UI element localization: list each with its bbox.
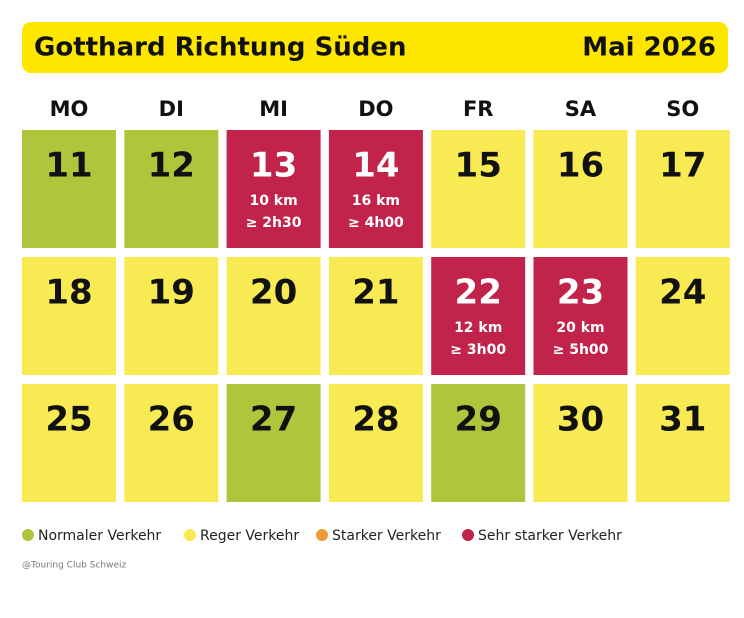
weekday: MI [259, 97, 288, 121]
wait-time: ≥ 4h00 [348, 215, 404, 231]
day-cell [328, 130, 423, 248]
month: Mai 2026 [582, 33, 716, 63]
legend-dot [22, 529, 34, 541]
day-number: 22 [455, 273, 502, 313]
day-number: 23 [557, 273, 604, 313]
legend-dot [462, 529, 474, 541]
day-number: 12 [148, 146, 195, 186]
legend-dot [184, 529, 196, 541]
day-number: 21 [352, 273, 399, 313]
day-number: 26 [148, 400, 195, 440]
weekday: FR [463, 97, 494, 121]
day-number: 15 [455, 146, 502, 186]
day-cell [431, 130, 526, 248]
day-number: 16 [557, 146, 604, 186]
wait-time: ≥ 2h30 [246, 215, 302, 231]
weekday: DO [358, 97, 393, 121]
day-number: 31 [659, 400, 706, 440]
legend-label: Reger Verkehr [200, 528, 299, 544]
day-cell [226, 384, 321, 502]
jam-length: 20 km [556, 320, 604, 336]
title: Gotthard Richtung Süden [34, 33, 407, 63]
day-number: 28 [352, 400, 399, 440]
day-cell [226, 130, 321, 248]
day-cell [22, 384, 116, 502]
jam-length: 10 km [249, 193, 297, 209]
day-number: 29 [455, 400, 502, 440]
day-cell [124, 257, 219, 375]
jam-length: 12 km [454, 320, 502, 336]
legend-label: Sehr starker Verkehr [478, 528, 622, 544]
wait-time: ≥ 3h00 [450, 342, 506, 358]
day-cell [635, 130, 730, 248]
day-cell [22, 257, 116, 375]
day-cell [635, 384, 730, 502]
day-number: 20 [250, 273, 297, 313]
day-cell [635, 257, 730, 375]
day-cell [431, 257, 526, 375]
credit: @Touring Club Schweiz [22, 561, 126, 571]
day-number: 13 [250, 146, 297, 186]
weekday: SA [565, 97, 597, 121]
legend-label: Normaler Verkehr [38, 528, 161, 544]
day-number: 30 [557, 400, 604, 440]
day-cell [226, 257, 321, 375]
day-number: 25 [45, 400, 92, 440]
day-number: 17 [659, 146, 706, 186]
day-number: 27 [250, 400, 297, 440]
day-cell [124, 384, 219, 502]
wait-time: ≥ 5h00 [553, 342, 609, 358]
day-number: 11 [45, 146, 92, 186]
day-cell [533, 384, 628, 502]
day-cell [533, 257, 628, 375]
day-number: 24 [659, 273, 706, 313]
day-cell [328, 257, 423, 375]
day-number: 18 [45, 273, 92, 313]
day-cell [22, 130, 116, 248]
weekday: DI [159, 97, 184, 121]
day-number: 14 [352, 146, 399, 186]
jam-length: 16 km [352, 193, 400, 209]
weekday: SO [666, 97, 699, 121]
day-cell [124, 130, 219, 248]
weekday: MO [50, 97, 89, 121]
legend-label: Starker Verkehr [332, 528, 441, 544]
day-number: 19 [148, 273, 195, 313]
day-cell [328, 384, 423, 502]
day-cell [431, 384, 526, 502]
day-cell [533, 130, 628, 248]
legend-dot [316, 529, 328, 541]
header-bar [22, 22, 728, 73]
